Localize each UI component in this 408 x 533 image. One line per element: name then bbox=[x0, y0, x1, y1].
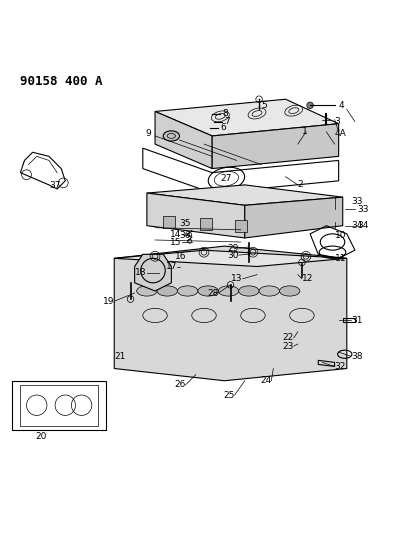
Polygon shape bbox=[155, 111, 212, 168]
Text: 34: 34 bbox=[351, 221, 362, 230]
Circle shape bbox=[307, 102, 313, 109]
Text: 28: 28 bbox=[207, 288, 218, 297]
Text: 16: 16 bbox=[175, 252, 187, 261]
Ellipse shape bbox=[137, 286, 157, 296]
Bar bbox=[20, 385, 98, 426]
Text: 37: 37 bbox=[49, 181, 60, 190]
Text: 20: 20 bbox=[35, 432, 47, 441]
Ellipse shape bbox=[198, 286, 218, 296]
Text: 38: 38 bbox=[351, 352, 362, 361]
Ellipse shape bbox=[279, 286, 300, 296]
Text: 36: 36 bbox=[180, 231, 191, 240]
Text: 3: 3 bbox=[335, 117, 340, 126]
Text: 32: 32 bbox=[335, 362, 346, 371]
Text: 29: 29 bbox=[227, 244, 239, 253]
Polygon shape bbox=[163, 215, 175, 228]
Polygon shape bbox=[147, 193, 245, 238]
Polygon shape bbox=[114, 250, 347, 266]
Polygon shape bbox=[235, 220, 247, 232]
Text: 12: 12 bbox=[302, 274, 313, 283]
Ellipse shape bbox=[163, 131, 180, 141]
Text: 5: 5 bbox=[261, 101, 267, 110]
Ellipse shape bbox=[157, 286, 177, 296]
Text: 27: 27 bbox=[221, 174, 232, 183]
Ellipse shape bbox=[259, 286, 279, 296]
Text: 8: 8 bbox=[222, 109, 228, 118]
Polygon shape bbox=[114, 246, 347, 381]
Text: 7: 7 bbox=[224, 117, 230, 126]
Text: 30: 30 bbox=[227, 251, 239, 260]
Text: 23: 23 bbox=[282, 342, 294, 351]
Text: 4A: 4A bbox=[335, 130, 346, 139]
Text: 14: 14 bbox=[170, 230, 182, 239]
Text: 22: 22 bbox=[282, 334, 294, 342]
Polygon shape bbox=[135, 254, 171, 291]
Ellipse shape bbox=[177, 286, 198, 296]
Text: 33: 33 bbox=[357, 205, 368, 214]
Text: 33: 33 bbox=[351, 197, 362, 206]
Text: 34: 34 bbox=[357, 221, 368, 230]
Text: 2: 2 bbox=[298, 180, 304, 189]
Text: 10: 10 bbox=[335, 231, 346, 240]
Text: 4: 4 bbox=[339, 101, 344, 110]
Text: 13: 13 bbox=[231, 274, 243, 283]
Polygon shape bbox=[245, 197, 343, 238]
Polygon shape bbox=[212, 124, 339, 168]
Polygon shape bbox=[155, 99, 339, 136]
Text: 35: 35 bbox=[180, 219, 191, 228]
Text: 18: 18 bbox=[135, 268, 147, 277]
Text: 1: 1 bbox=[302, 127, 308, 136]
Text: 15: 15 bbox=[170, 238, 182, 247]
Text: 21: 21 bbox=[114, 352, 126, 361]
Text: 17: 17 bbox=[166, 262, 177, 271]
Text: 24: 24 bbox=[260, 376, 271, 385]
Polygon shape bbox=[200, 217, 212, 230]
Text: 26: 26 bbox=[174, 381, 186, 389]
Text: 19: 19 bbox=[103, 297, 114, 306]
Ellipse shape bbox=[239, 286, 259, 296]
Polygon shape bbox=[147, 185, 343, 205]
Ellipse shape bbox=[218, 286, 239, 296]
Text: 90158 400 A: 90158 400 A bbox=[20, 75, 103, 88]
Text: 6: 6 bbox=[220, 123, 226, 132]
Text: 31: 31 bbox=[351, 316, 362, 325]
Text: 25: 25 bbox=[223, 391, 235, 400]
Text: 11: 11 bbox=[335, 254, 346, 263]
Text: 9: 9 bbox=[145, 130, 151, 139]
